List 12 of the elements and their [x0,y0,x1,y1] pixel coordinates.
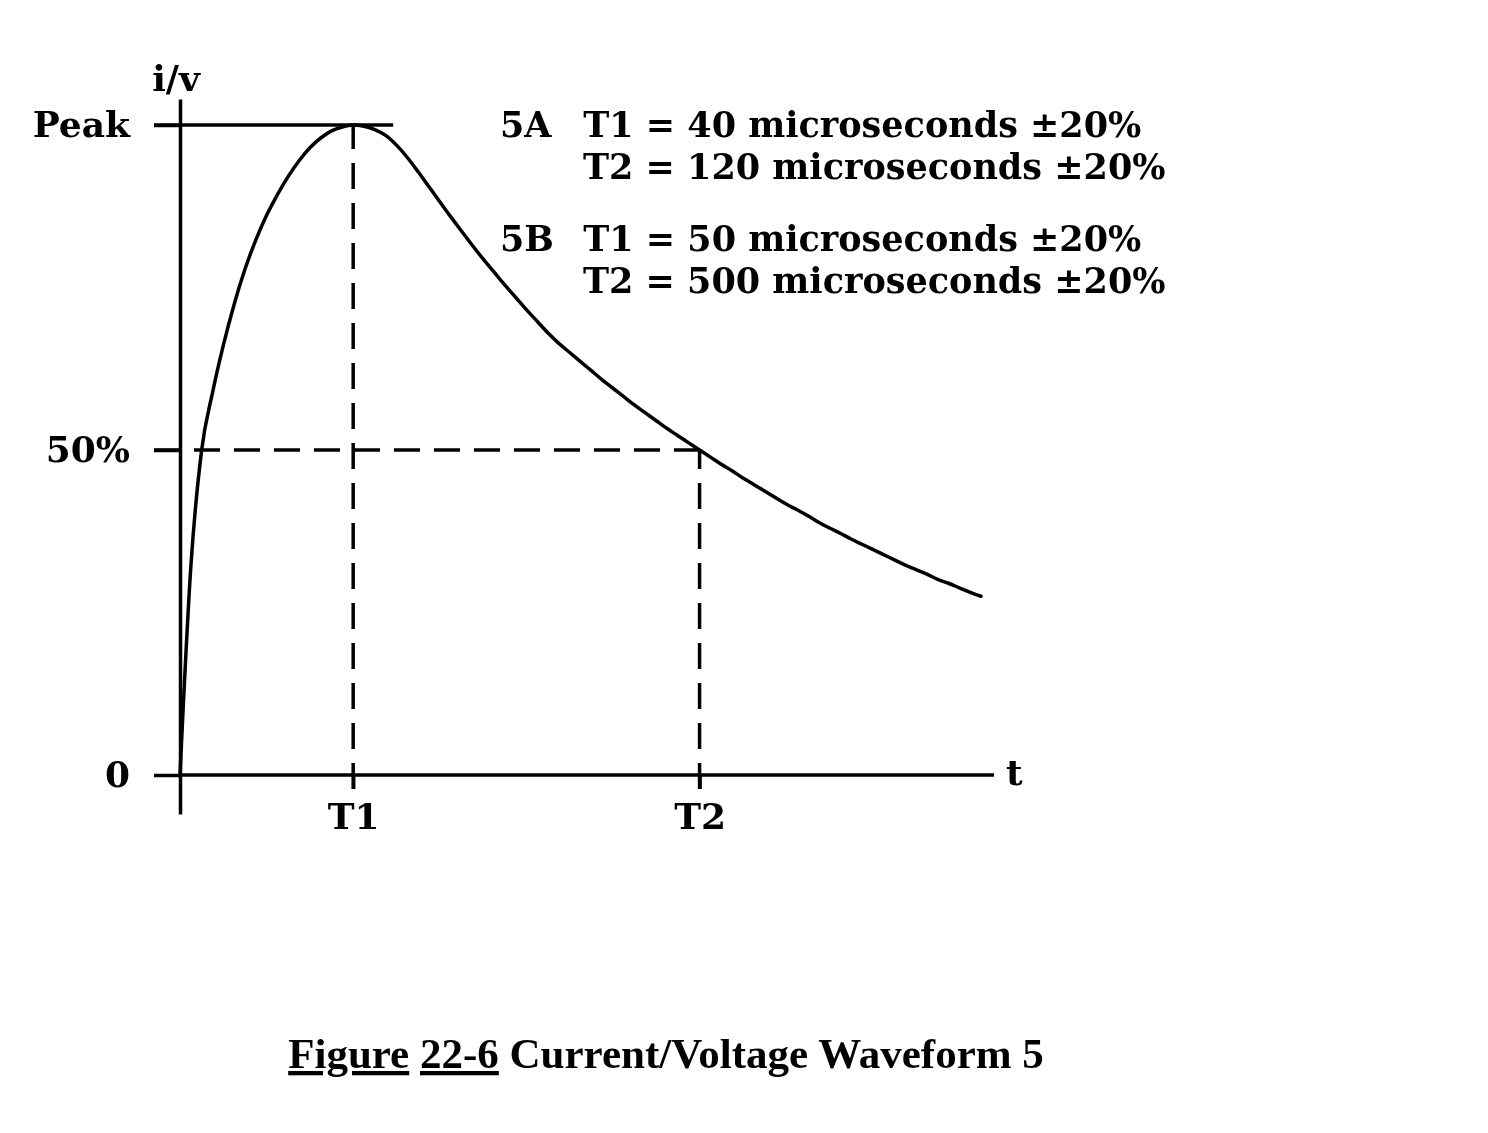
x-tick-label: T2 [674,794,726,837]
y-axis-title: i/v [152,57,201,99]
x-tick-label: T1 [327,794,380,837]
y-tick-label: Peak [32,103,132,146]
annotation: 5A T1 = 40 microseconds ±20% [500,104,1142,145]
annotation: T2 = 120 microseconds ±20% [583,146,1166,187]
x-axis-title: t [1006,751,1023,793]
y-tick-label: 50% [45,428,130,471]
y-tick-label: 0 [104,753,130,796]
annotation: 5B T1 = 50 microseconds ±20% [500,218,1142,259]
text: Figure 22-6 Current/Voltage Waveform 5 [288,1030,1044,1077]
annotation: T2 = 500 microseconds ±20% [583,260,1166,301]
